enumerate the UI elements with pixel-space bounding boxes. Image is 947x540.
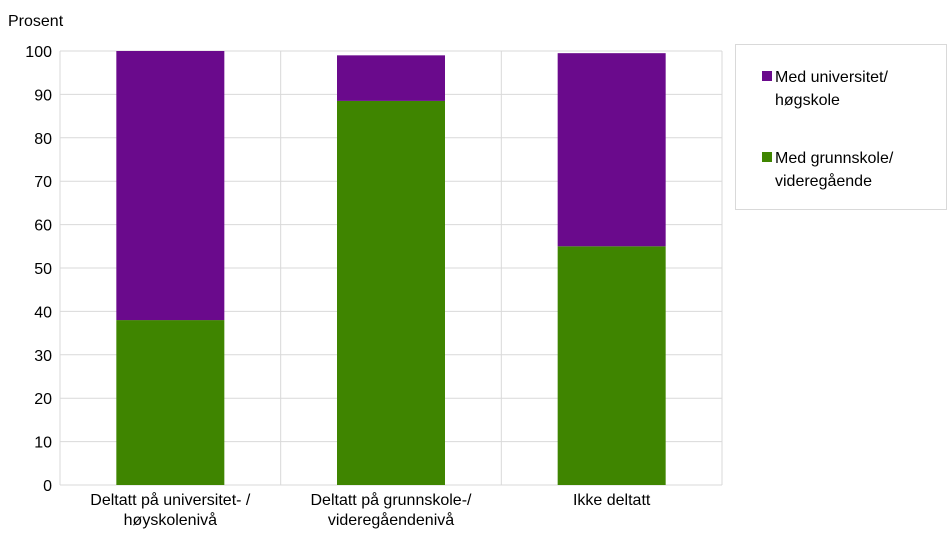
x-tick-label: Ikke deltatt <box>573 492 651 509</box>
legend-label-line: Med grunnskole/ <box>775 150 894 167</box>
x-tick-label: Deltatt på universitet- / <box>90 491 251 509</box>
y-tick-label: 90 <box>34 87 52 104</box>
y-tick-label: 100 <box>25 44 52 61</box>
y-tick-label: 0 <box>43 478 52 495</box>
legend-label-line: videregående <box>775 173 872 190</box>
x-tick-label: høyskolenivå <box>124 511 217 529</box>
legend-swatch-universitet <box>762 71 772 81</box>
bar-segment <box>116 51 225 321</box>
bar-segment <box>116 320 225 485</box>
y-axis-label: Prosent <box>8 13 64 30</box>
legend: Med universitet/ høgskole Med grunnskole… <box>735 44 947 210</box>
y-tick-labels: 0 10 20 30 40 50 60 70 80 90 100 <box>25 44 52 495</box>
legend-label-line: høgskole <box>775 92 840 109</box>
y-tick-label: 10 <box>34 435 52 452</box>
bar-segment <box>557 246 666 485</box>
bars <box>116 51 666 485</box>
legend-swatch-grunnskole <box>762 152 772 162</box>
bar-segment <box>337 100 445 485</box>
legend-label-universitet: Med universitet/ høgskole <box>775 66 888 112</box>
y-tick-label: 60 <box>34 218 52 235</box>
x-tick-labels: Deltatt på universitet- / høyskolenivå Del… <box>90 491 651 529</box>
y-tick-label: 30 <box>34 348 52 365</box>
y-tick-label: 70 <box>34 174 52 191</box>
bar-segment <box>337 55 445 101</box>
y-tick-label: 80 <box>34 131 52 148</box>
legend-label-grunnskole: Med grunnskole/ videregående <box>775 147 893 193</box>
y-tick-label: 40 <box>34 304 52 321</box>
y-tick-label: 50 <box>34 261 52 278</box>
bar-segment <box>557 53 666 247</box>
y-tick-label: 20 <box>34 391 52 408</box>
x-tick-label: Deltatt på grunnskole-/ <box>311 491 473 509</box>
legend-label-line: Med universitet/ <box>775 69 888 86</box>
x-tick-label: videregåendenivå <box>328 511 454 529</box>
